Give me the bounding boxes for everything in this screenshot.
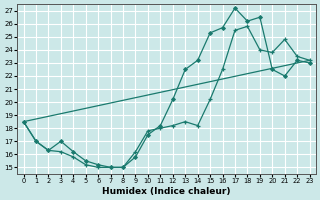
- X-axis label: Humidex (Indice chaleur): Humidex (Indice chaleur): [102, 187, 231, 196]
